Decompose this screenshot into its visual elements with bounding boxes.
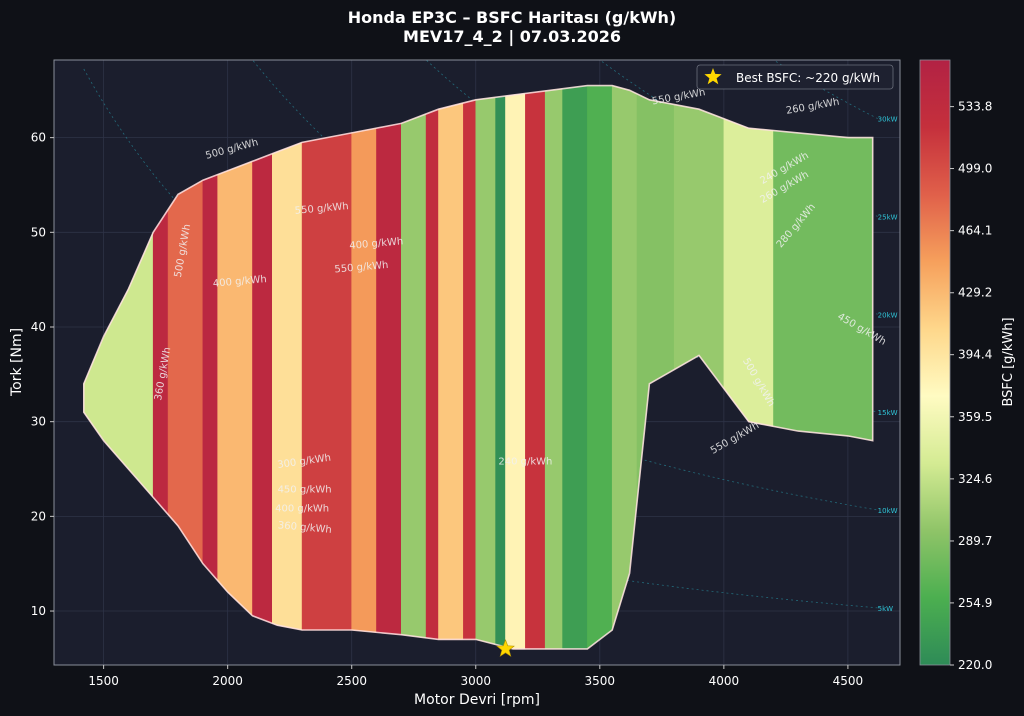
colorbar-tick-label: 533.8 bbox=[958, 100, 992, 114]
bsfc-band bbox=[495, 95, 506, 648]
colorbar-ticks: 220.0 254.9 289.7 324.6 359.5 394.4 429.2 464.1… bbox=[950, 100, 992, 672]
chart-title: Honda EP3C – BSFC Haritası (g/kWh) bbox=[347, 8, 677, 27]
colorbar-label: BSFC [g/kWh] bbox=[1001, 317, 1016, 406]
y-tick-label: 50 bbox=[31, 225, 46, 239]
contour-label: 550 g/kWh bbox=[294, 201, 349, 217]
y-axis-ticks: 10 20 30 40 50 60 bbox=[31, 131, 54, 618]
contour-label: 400 g/kWh bbox=[349, 236, 404, 252]
power-line-label: 20kW bbox=[878, 311, 898, 319]
plot-frame bbox=[53, 59, 901, 666]
x-axis-ticks: 1500 2000 2500 3000 3500 4000 4500 bbox=[88, 665, 863, 688]
x-tick-label: 2000 bbox=[212, 674, 243, 688]
y-axis-label: Tork [Nm] bbox=[9, 328, 25, 397]
bsfc-band bbox=[401, 113, 427, 639]
chart-subtitle: MEV17_4_2 | 07.03.2026 bbox=[403, 27, 621, 46]
x-tick-label: 1500 bbox=[88, 674, 119, 688]
bsfc-band bbox=[376, 123, 402, 636]
bsfc-band bbox=[544, 88, 563, 650]
legend: Best BSFC: ~220 g/kWh bbox=[696, 64, 894, 90]
bsfc-band bbox=[562, 85, 588, 650]
y-tick-label: 60 bbox=[31, 131, 46, 145]
bsfc-band bbox=[217, 160, 253, 617]
legend-star-icon bbox=[704, 68, 722, 85]
colorbar-tick-label: 324.6 bbox=[958, 472, 992, 486]
bsfc-band bbox=[673, 104, 725, 390]
bsfc-band bbox=[438, 102, 464, 640]
bsfc-band bbox=[505, 93, 526, 650]
bsfc-band bbox=[252, 153, 273, 624]
best-point bbox=[496, 639, 515, 657]
y-tick-label: 40 bbox=[31, 320, 46, 334]
y-tick-label: 20 bbox=[31, 509, 46, 523]
bsfc-band bbox=[773, 130, 873, 441]
contour-label: 450 g/kWh bbox=[278, 485, 332, 496]
bsfc-band bbox=[425, 108, 439, 640]
bsfc-band bbox=[723, 118, 774, 427]
contour-label: 360 g/kWh bbox=[277, 520, 332, 536]
colorbar-tick-label: 394.4 bbox=[958, 348, 992, 362]
bsfc-band bbox=[463, 99, 477, 640]
power-line-label: 10kW bbox=[878, 507, 898, 515]
bsfc-band bbox=[351, 127, 377, 633]
x-tick-label: 3000 bbox=[460, 674, 491, 688]
x-tick-label: 4500 bbox=[833, 674, 864, 688]
best-bsfc-star bbox=[496, 639, 515, 657]
power-line-label: 15kW bbox=[878, 409, 898, 417]
colorbar-tick-label: 289.7 bbox=[958, 534, 992, 548]
colorbar-tick-label: 464.1 bbox=[958, 224, 992, 238]
x-tick-label: 3500 bbox=[585, 674, 616, 688]
legend-label: Best BSFC: ~220 g/kWh bbox=[736, 71, 880, 85]
contour-label: 400 g/kWh bbox=[212, 274, 267, 290]
colorbar-tick-label: 499.0 bbox=[958, 162, 992, 176]
bsfc-band bbox=[525, 90, 546, 650]
map-envelope bbox=[83, 84, 874, 650]
colorbar-tick-label: 429.2 bbox=[958, 286, 992, 300]
x-tick-label: 2500 bbox=[336, 674, 367, 688]
bsfc-map bbox=[83, 84, 874, 650]
colorbar-tick-label: 220.0 bbox=[958, 658, 992, 672]
power-line-label: 5kW bbox=[878, 605, 894, 613]
contour-label: 550 g/kWh bbox=[334, 260, 389, 276]
colorbar-tick-label: 359.5 bbox=[958, 410, 992, 424]
y-tick-label: 30 bbox=[31, 415, 46, 429]
bsfc-band bbox=[587, 85, 613, 650]
bsfc-band bbox=[202, 174, 218, 582]
x-axis-label: Motor Devri [rpm] bbox=[414, 692, 540, 708]
power-line-label: 25kW bbox=[878, 213, 898, 221]
y-tick-label: 10 bbox=[31, 604, 46, 618]
colorbar bbox=[919, 59, 951, 666]
contour-label: 400 g/kWh bbox=[275, 504, 329, 515]
bsfc-band bbox=[475, 96, 496, 645]
legend-box bbox=[696, 64, 894, 90]
x-tick-label: 4000 bbox=[709, 674, 740, 688]
colorbar-tick-label: 254.9 bbox=[958, 596, 992, 610]
power-line-label: 30kW bbox=[878, 116, 898, 124]
contour-label: 240 g/kWh bbox=[498, 456, 552, 467]
